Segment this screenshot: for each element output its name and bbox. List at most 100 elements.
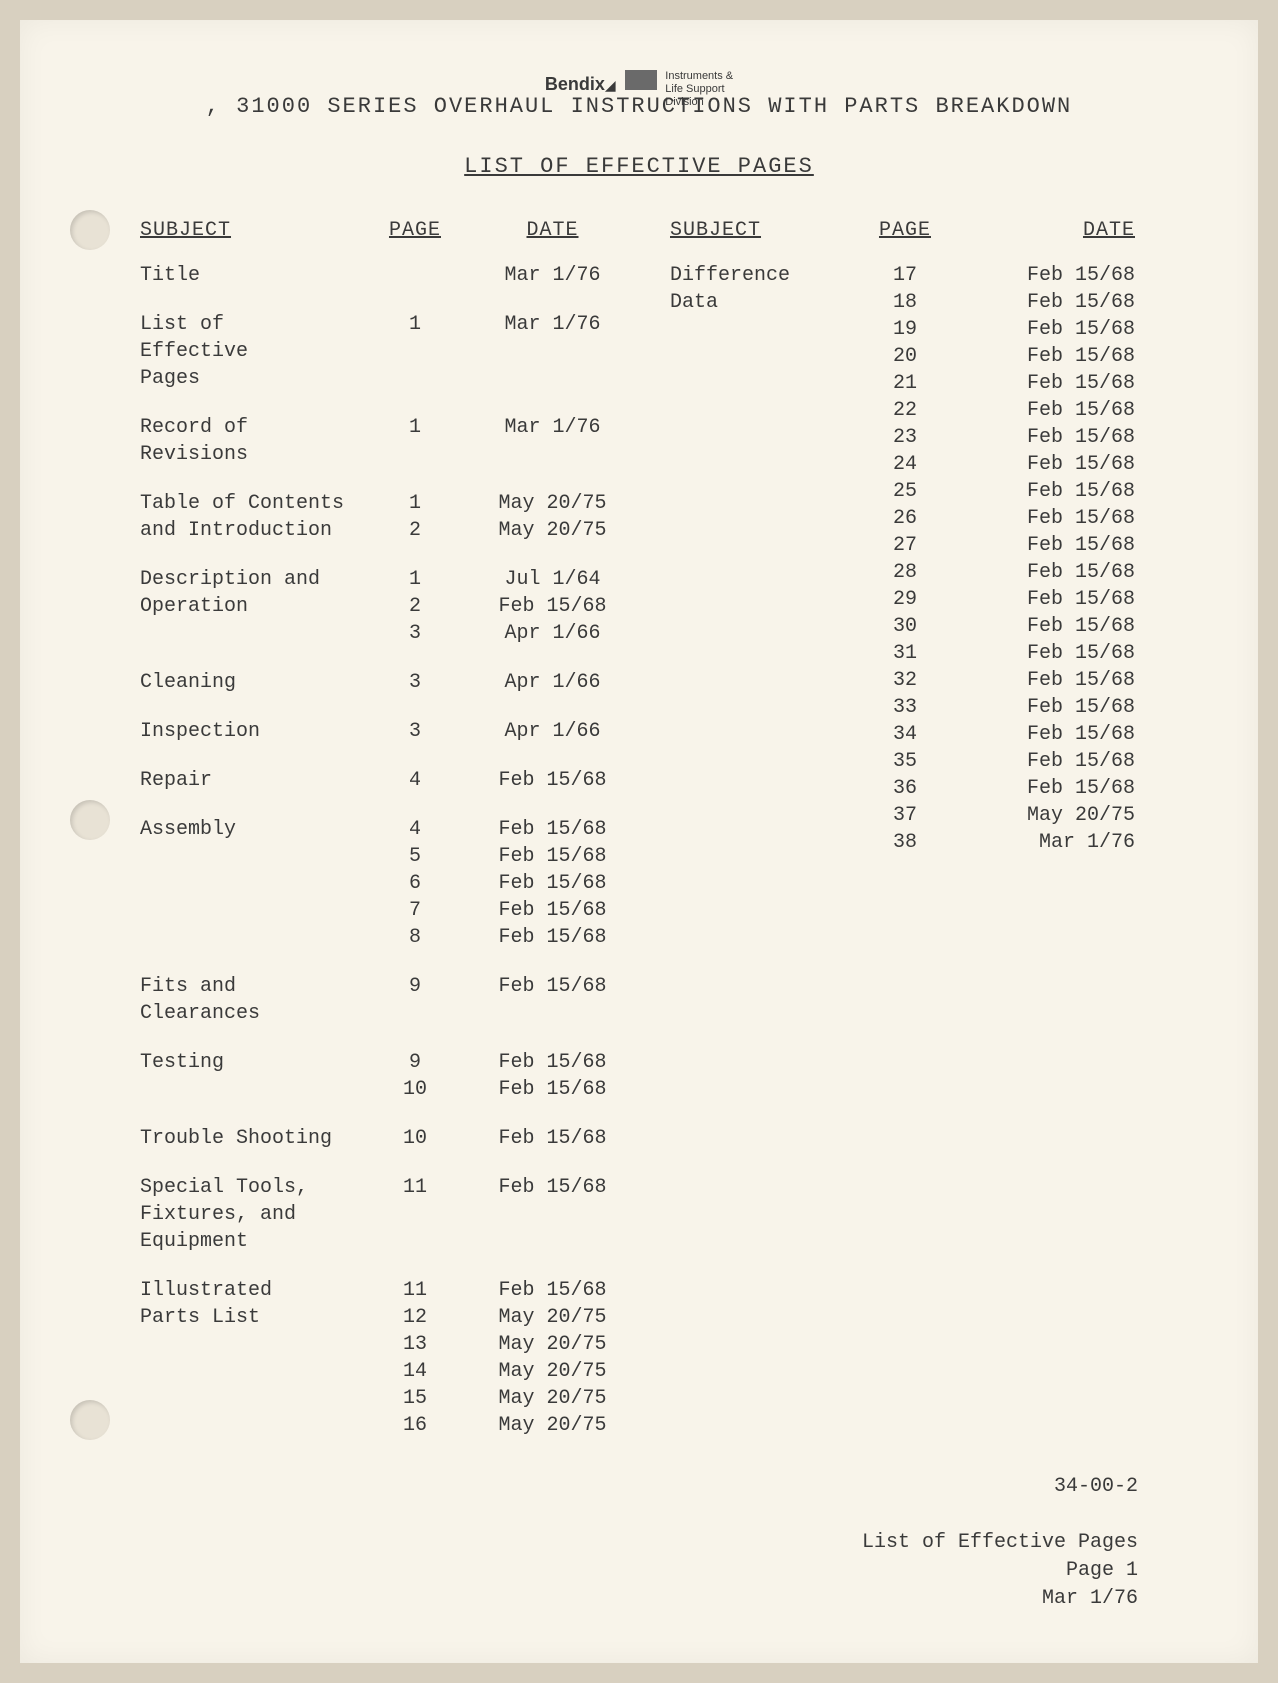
cell-page: 3 (365, 718, 465, 745)
cell-date: May 20/75 (465, 1412, 640, 1439)
cell-date: Mar 1/76 (465, 414, 640, 441)
cell-subject (670, 640, 850, 667)
cell-date: Feb 15/68 (960, 289, 1135, 316)
cell-page: 34 (850, 721, 960, 748)
cell-date: Feb 15/68 (960, 316, 1135, 343)
right-entries: Difference17Feb 15/68Data18Feb 15/6819Fe… (670, 262, 1138, 856)
cell-date (465, 441, 640, 468)
table-row: 3Apr 1/66 (140, 620, 640, 647)
cell-date: Feb 15/68 (465, 1076, 640, 1103)
cell-page: 12 (365, 1304, 465, 1331)
table-row: Illustrated11Feb 15/68 (140, 1277, 640, 1304)
cell-date: Feb 15/68 (465, 897, 640, 924)
document-header: Bendix◢ Instruments & Life Support Divis… (140, 70, 1138, 119)
cell-page: 29 (850, 586, 960, 613)
document-title: , 31000 SERIES OVERHAUL INSTRUCTIONS WIT… (140, 94, 1138, 119)
brand-arrow-icon: ◢ (605, 79, 616, 95)
table-row: 38Mar 1/76 (670, 829, 1138, 856)
table-row: Special Tools,11Feb 15/68 (140, 1174, 640, 1201)
cell-subject: Cleaning (140, 669, 365, 696)
table-row: Parts List12May 20/75 (140, 1304, 640, 1331)
table-row: 37May 20/75 (670, 802, 1138, 829)
cell-date: May 20/75 (465, 517, 640, 544)
footer-code: 34-00-2 (862, 1473, 1138, 1501)
cell-page: 1 (365, 311, 465, 338)
cell-page: 2 (365, 593, 465, 620)
table-row: Cleaning3Apr 1/66 (140, 669, 640, 696)
cell-page: 32 (850, 667, 960, 694)
cell-subject: Title (140, 262, 365, 289)
table-row: 19Feb 15/68 (670, 316, 1138, 343)
cell-page: 11 (365, 1174, 465, 1201)
entry-block: Fits and9Feb 15/68Clearances (140, 973, 640, 1027)
page-footer: 34-00-2 List of Effective Pages Page 1 M… (862, 1473, 1138, 1613)
cell-page: 26 (850, 505, 960, 532)
table-row: Difference17Feb 15/68 (670, 262, 1138, 289)
table-row: 30Feb 15/68 (670, 613, 1138, 640)
left-entries: TitleMar 1/76List of1Mar 1/76EffectivePa… (140, 262, 640, 1439)
document-page: Bendix◢ Instruments & Life Support Divis… (20, 20, 1258, 1663)
header-subject: SUBJECT (670, 219, 850, 242)
footer-date: Mar 1/76 (862, 1585, 1138, 1613)
cell-page: 4 (365, 816, 465, 843)
cell-subject (140, 924, 365, 951)
cell-page: 3 (365, 669, 465, 696)
table-row: 8Feb 15/68 (140, 924, 640, 951)
entry-block: Illustrated11Feb 15/68Parts List12May 20… (140, 1277, 640, 1439)
cell-date: Feb 15/68 (960, 505, 1135, 532)
table-row: 25Feb 15/68 (670, 478, 1138, 505)
cell-date: May 20/75 (465, 1358, 640, 1385)
brand-logo-icon (625, 70, 657, 90)
cell-subject (670, 748, 850, 775)
cell-date: Feb 15/68 (960, 532, 1135, 559)
cell-subject: Clearances (140, 1000, 365, 1027)
cell-date: Feb 15/68 (960, 721, 1135, 748)
table-row: 33Feb 15/68 (670, 694, 1138, 721)
cell-date (465, 365, 640, 392)
table-row: and Introduction2May 20/75 (140, 517, 640, 544)
cell-page: 36 (850, 775, 960, 802)
table-row: Repair4Feb 15/68 (140, 767, 640, 794)
cell-date: Mar 1/76 (960, 829, 1135, 856)
table-row: Clearances (140, 1000, 640, 1027)
cell-page: 14 (365, 1358, 465, 1385)
table-row: Effective (140, 338, 640, 365)
table-row: 28Feb 15/68 (670, 559, 1138, 586)
cell-subject: Fits and (140, 973, 365, 1000)
cell-subject: Effective (140, 338, 365, 365)
cell-page: 25 (850, 478, 960, 505)
cell-date: May 20/75 (465, 1304, 640, 1331)
cell-date: Feb 15/68 (960, 586, 1135, 613)
table-row: 13May 20/75 (140, 1331, 640, 1358)
cell-date: Apr 1/66 (465, 620, 640, 647)
cell-date: Feb 15/68 (960, 424, 1135, 451)
entry-block: Description and1Jul 1/64Operation2Feb 15… (140, 566, 640, 647)
cell-subject: Special Tools, (140, 1174, 365, 1201)
cell-subject (140, 1358, 365, 1385)
cell-subject (670, 316, 850, 343)
cell-subject (670, 478, 850, 505)
cell-subject: Repair (140, 767, 365, 794)
table-row: 6Feb 15/68 (140, 870, 640, 897)
table-row: Inspection3Apr 1/66 (140, 718, 640, 745)
cell-subject: Illustrated (140, 1277, 365, 1304)
cell-page: 31 (850, 640, 960, 667)
table-row: 24Feb 15/68 (670, 451, 1138, 478)
table-row: 23Feb 15/68 (670, 424, 1138, 451)
cell-page: 21 (850, 370, 960, 397)
cell-date: May 20/75 (465, 1331, 640, 1358)
cell-date: Feb 15/68 (960, 478, 1135, 505)
entry-block: Assembly4Feb 15/685Feb 15/686Feb 15/687F… (140, 816, 640, 951)
cell-subject: Inspection (140, 718, 365, 745)
cell-subject: Trouble Shooting (140, 1125, 365, 1152)
cell-page: 1 (365, 566, 465, 593)
table-row: 7Feb 15/68 (140, 897, 640, 924)
cell-subject (140, 843, 365, 870)
cell-date: Feb 15/68 (465, 924, 640, 951)
cell-date: Feb 15/68 (960, 262, 1135, 289)
entry-block: Inspection3Apr 1/66 (140, 718, 640, 745)
cell-date: Feb 15/68 (960, 559, 1135, 586)
cell-date: Feb 15/68 (465, 870, 640, 897)
cell-page: 33 (850, 694, 960, 721)
table-row: Table of Contents1May 20/75 (140, 490, 640, 517)
